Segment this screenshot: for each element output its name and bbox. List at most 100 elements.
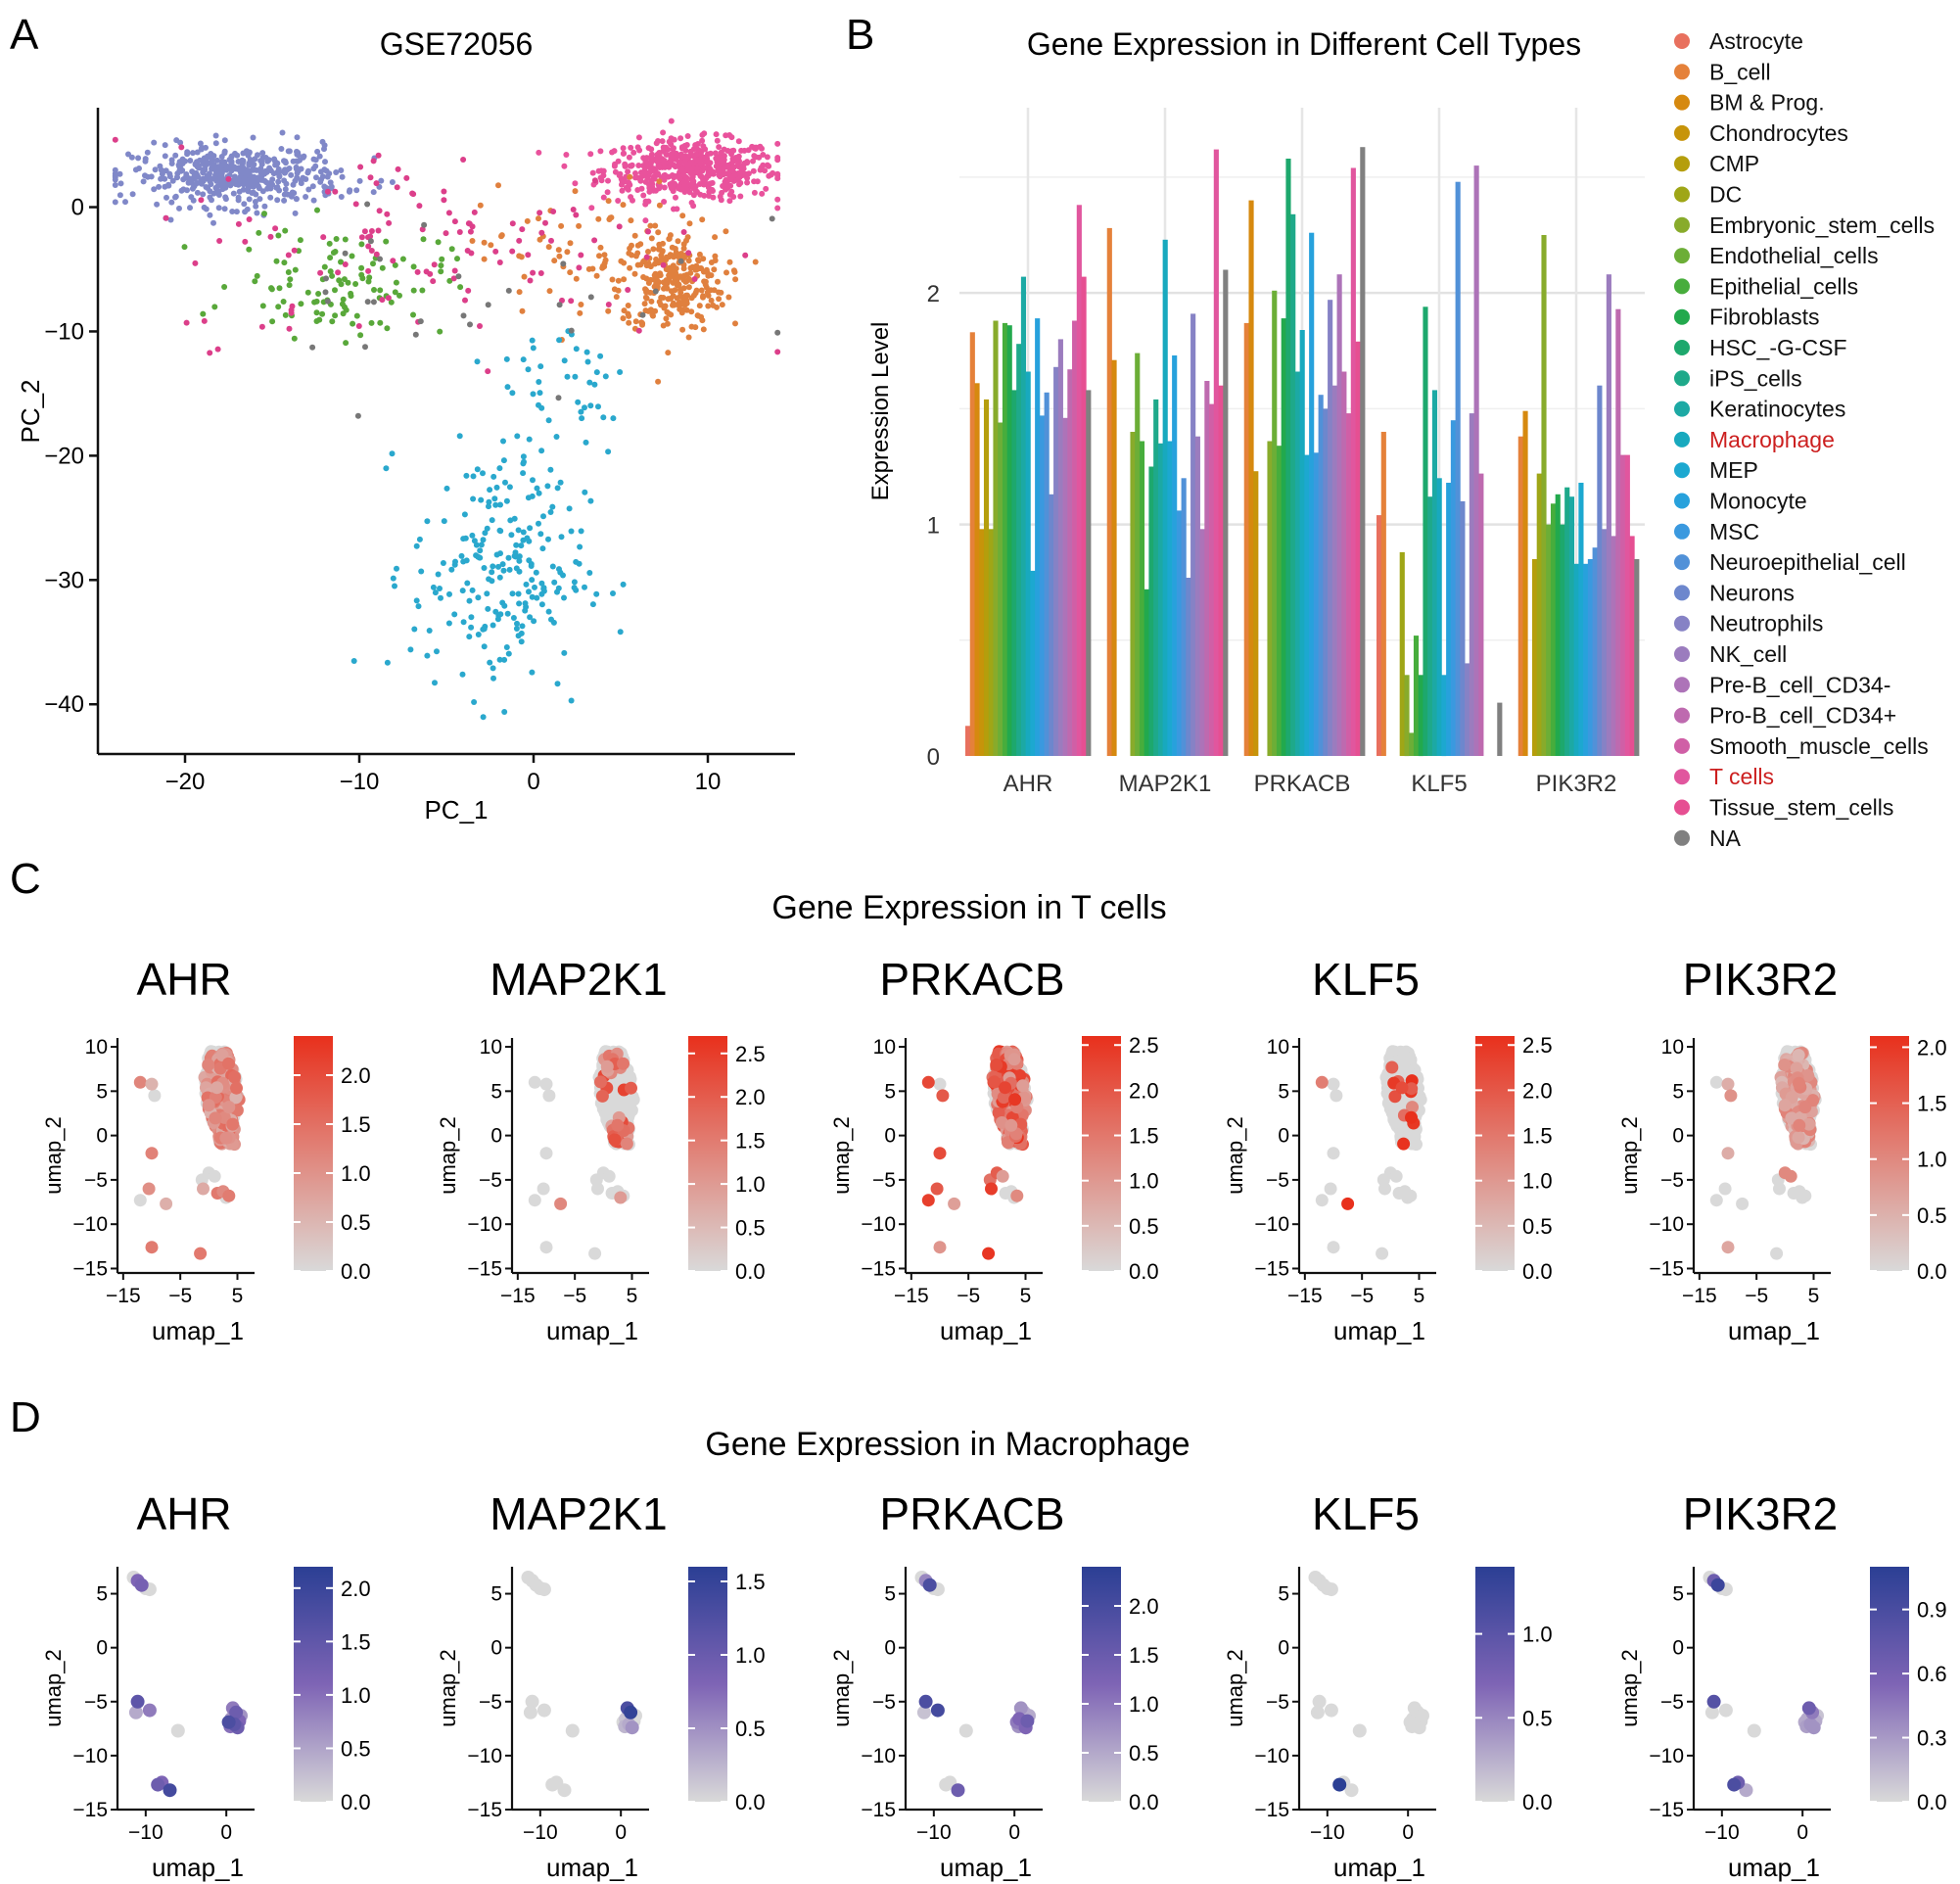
bar: [1153, 399, 1159, 756]
pca-point: [356, 177, 363, 184]
pca-point: [252, 174, 258, 181]
pca-point: [516, 253, 523, 259]
umap-x-tick-label: 5: [627, 1285, 638, 1307]
bar: [1597, 385, 1603, 756]
umap-cell-expressing: [219, 1131, 233, 1145]
pca-point: [451, 611, 458, 618]
umap-cell: [1352, 1723, 1367, 1738]
bar: [1536, 473, 1542, 756]
umap-y-tick-label: −10: [1649, 1745, 1684, 1767]
pca-point: [438, 594, 443, 601]
pca-point: [526, 557, 533, 564]
pca-point: [561, 163, 568, 169]
pca-point: [538, 580, 545, 587]
pca-point: [548, 616, 554, 623]
bar: [1290, 213, 1296, 757]
pca-point: [648, 235, 655, 242]
pca-point: [652, 222, 659, 229]
umap-x-tick-label: −15: [106, 1285, 141, 1307]
pca-point: [549, 563, 556, 570]
pca-point: [282, 186, 289, 193]
bar: [1248, 200, 1254, 757]
pca-point: [316, 153, 323, 160]
pca-point: [459, 588, 466, 594]
pca-point: [317, 269, 324, 276]
pca-point: [527, 614, 534, 621]
pca-point: [693, 287, 700, 294]
pca-point: [560, 260, 567, 267]
pca-point: [719, 157, 725, 164]
colorbar-tick-label: 2.0: [735, 1085, 766, 1109]
umap-y-tick-label: 0: [96, 1125, 108, 1148]
pca-point: [516, 600, 523, 607]
pca-point: [537, 531, 544, 538]
pca-point: [647, 289, 654, 296]
pca-point: [632, 318, 639, 325]
colorbar: [1082, 1036, 1121, 1271]
pca-point: [518, 542, 525, 549]
bar: [1350, 167, 1356, 756]
pca-point: [221, 284, 228, 290]
umap-cell-expressing: [1016, 1079, 1030, 1093]
pca-point: [532, 584, 537, 590]
pca-point: [583, 349, 590, 355]
pca-point: [526, 436, 533, 443]
panel-d-title: Gene Expression in Macrophage: [705, 1426, 1190, 1463]
pca-point: [700, 256, 707, 262]
legend-swatch: [1674, 216, 1690, 233]
umap-x-label: umap_1: [1333, 1853, 1425, 1882]
pca-point: [314, 207, 320, 213]
pca-point: [582, 584, 587, 590]
umap-cell: [1709, 1194, 1723, 1207]
bar: [1209, 403, 1215, 756]
pca-point: [173, 137, 180, 144]
umap-y-tick-label: −10: [1649, 1213, 1684, 1236]
umap-y-tick-label: −5: [479, 1169, 502, 1192]
pca-point: [564, 373, 571, 380]
pca-point: [561, 594, 567, 601]
bar: [1002, 322, 1008, 756]
pca-point: [686, 220, 693, 227]
pca-point: [663, 315, 670, 322]
pca-point: [597, 148, 604, 155]
pca-point: [228, 160, 235, 166]
pca-point: [261, 203, 268, 210]
bar: [1478, 473, 1484, 756]
pca-point: [672, 287, 678, 294]
pca-point: [315, 291, 322, 297]
bar: [1030, 570, 1036, 756]
legend-label: iPS_cells: [1709, 365, 1802, 391]
pca-point: [506, 566, 513, 573]
umap-y-tick-label: −10: [1254, 1745, 1289, 1767]
pca-point: [702, 154, 709, 161]
pca-point: [490, 473, 497, 480]
pca-point: [718, 289, 724, 296]
pca-point: [685, 258, 692, 264]
pca-point: [298, 301, 304, 307]
umap-cell-expressing: [230, 1081, 243, 1095]
bar: [1583, 563, 1589, 756]
pca-point: [430, 584, 437, 590]
bar: [1035, 318, 1041, 756]
pca-x-tick-label: 10: [695, 769, 722, 795]
pca-point: [575, 399, 582, 405]
pca-point: [587, 151, 594, 158]
pca-point: [112, 136, 118, 143]
pca-point: [221, 137, 228, 144]
colorbar-tick-label: 0.9: [1917, 1598, 1947, 1623]
bar: [1072, 320, 1078, 756]
pca-point: [672, 276, 678, 283]
umap-y-tick-label: 5: [884, 1583, 896, 1606]
pca-point: [203, 184, 210, 190]
pca-point: [620, 145, 627, 152]
pca-point: [716, 165, 723, 172]
pca-point: [750, 167, 757, 174]
umap-cell-expressing: [600, 1060, 614, 1073]
pca-point: [377, 319, 384, 326]
umap-cell-expressing: [1801, 1701, 1816, 1716]
pca-point: [151, 186, 158, 193]
umap-y-tick-label: −10: [72, 1745, 108, 1767]
legend-label: NA: [1709, 825, 1742, 851]
pca-point: [647, 276, 654, 283]
pca-point: [276, 285, 283, 292]
